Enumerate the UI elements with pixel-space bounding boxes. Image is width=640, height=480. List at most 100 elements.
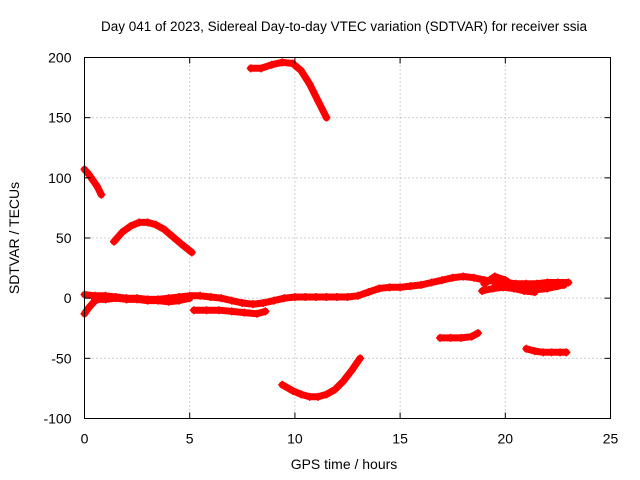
series-trace: [278, 354, 364, 401]
data-point: [530, 347, 539, 356]
data-point: [406, 282, 415, 291]
grid-lines: [84, 57, 611, 419]
data-point: [177, 240, 186, 249]
data-point: [122, 295, 131, 304]
x-tick-label: 10: [287, 431, 303, 447]
data-point: [288, 59, 297, 68]
data-point: [396, 283, 405, 292]
data-point: [457, 333, 466, 342]
data-point: [490, 272, 499, 281]
data-point: [261, 307, 270, 316]
tick-labels: 0 5 10 15 20 25 -100 -50 0 50 100 150 200: [43, 50, 618, 447]
series-arc-12: [522, 344, 571, 357]
data-point: [88, 176, 97, 185]
data-point: [297, 390, 306, 399]
data-point: [91, 295, 100, 304]
series-arc-4: [278, 354, 365, 401]
data-point: [478, 286, 487, 295]
data-point: [301, 292, 310, 301]
data-point: [354, 291, 363, 300]
y-tick-label: -100: [43, 411, 71, 427]
data-point: [543, 284, 552, 293]
data-point: [356, 354, 365, 363]
data-point: [93, 182, 102, 191]
data-point: [305, 392, 314, 401]
y-tick-label: -50: [51, 350, 71, 366]
data-point: [227, 307, 236, 316]
data-point: [238, 298, 247, 307]
data-point: [187, 248, 196, 257]
data-point: [480, 279, 489, 288]
data-point: [347, 366, 356, 375]
data-point: [467, 332, 476, 341]
data-point: [215, 306, 224, 315]
data-point: [562, 348, 571, 357]
y-tick-label: 200: [48, 50, 72, 66]
data-point: [343, 292, 352, 301]
data-point: [84, 170, 93, 179]
data-point: [448, 273, 457, 282]
x-tick-label: 20: [498, 431, 514, 447]
data-point: [553, 282, 562, 291]
data-point: [97, 190, 106, 199]
data-point: [175, 296, 184, 305]
y-axis-label: SDTVAR / TECUs: [6, 182, 22, 294]
data-point: [501, 276, 510, 285]
data-point: [499, 283, 508, 292]
x-tick-label: 15: [392, 431, 408, 447]
data-point: [152, 220, 161, 229]
data-point: [530, 288, 539, 297]
data-point: [314, 96, 323, 105]
data-point: [112, 294, 121, 303]
y-tick-label: 0: [64, 290, 72, 306]
plot-frame: [84, 57, 611, 419]
data-point: [314, 392, 323, 401]
data-point: [133, 295, 142, 304]
data-point: [164, 297, 173, 306]
x-tick-label: 25: [603, 431, 619, 447]
data-point: [259, 298, 268, 307]
data-point: [269, 296, 278, 305]
data-point: [385, 283, 394, 292]
chart-title: Day 041 of 2023, Sidereal Day-to-day VTE…: [101, 19, 587, 34]
data-point: [185, 294, 194, 303]
data-point: [280, 294, 289, 303]
series-arc-7: [91, 294, 194, 306]
x-tick-label: 5: [186, 431, 194, 447]
data-point: [560, 280, 569, 289]
data-point: [297, 66, 306, 75]
data-point: [436, 333, 445, 342]
data-point: [446, 333, 455, 342]
data-point: [322, 113, 331, 122]
data-point: [278, 380, 287, 389]
series-arc-1: [80, 165, 106, 199]
data-point: [473, 329, 482, 338]
data-point: [227, 296, 236, 305]
data-point: [189, 306, 198, 315]
y-tick-label: 150: [48, 110, 72, 126]
data-point: [196, 291, 205, 300]
data-point: [118, 227, 127, 236]
data-point: [202, 306, 211, 315]
data-point: [257, 64, 266, 73]
data-point: [509, 284, 518, 293]
data-point: [160, 225, 169, 234]
x-axis-label: GPS time / hours: [291, 456, 398, 472]
data-point: [206, 292, 215, 301]
data-point: [539, 348, 548, 357]
data-point: [217, 294, 226, 303]
data-point: [375, 284, 384, 293]
data-point: [143, 296, 152, 305]
x-tick-label: 0: [81, 431, 89, 447]
data-point: [84, 303, 93, 312]
data-point: [109, 237, 118, 246]
data-point: [101, 295, 110, 304]
data-point: [154, 296, 163, 305]
data-point: [126, 221, 135, 230]
series-trace: [110, 218, 196, 256]
data-point: [311, 292, 320, 301]
data-point: [322, 390, 331, 399]
data-point: [438, 276, 447, 285]
data-points: [80, 58, 573, 401]
series-arc-2: [109, 218, 196, 257]
